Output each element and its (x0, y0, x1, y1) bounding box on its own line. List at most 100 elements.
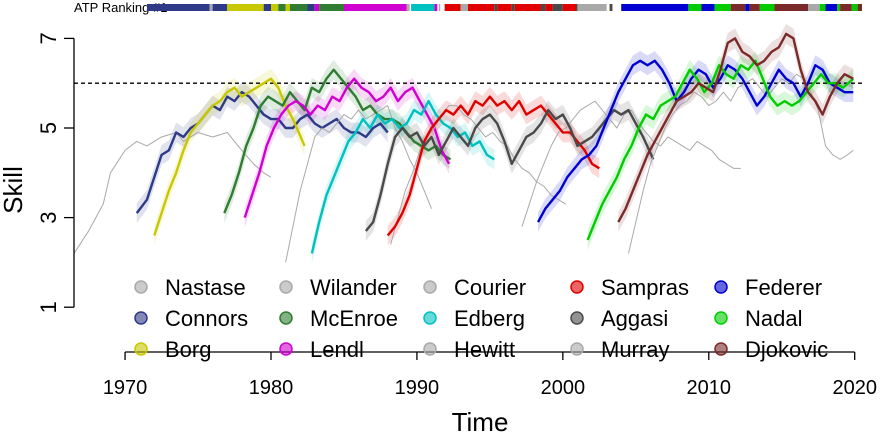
ranking-segment (319, 4, 344, 11)
ranking-segment (730, 4, 746, 11)
legend-marker-nadal (714, 311, 728, 325)
ranking-segment (278, 4, 286, 11)
series-line-edberg (310, 99, 495, 254)
y-tick-label: 1 (36, 301, 61, 313)
ranking-segment (621, 4, 689, 11)
legend-marker-hewitt (423, 342, 437, 356)
ranking-segment (609, 4, 613, 11)
band-borg (154, 68, 305, 246)
legend-label-nadal: Nadal (745, 306, 802, 331)
ranking-segment (774, 4, 809, 11)
legend-marker-aggasi (570, 311, 584, 325)
band-nadal (587, 50, 854, 250)
legend-marker-borg (134, 342, 148, 356)
ranking-segment (494, 4, 498, 11)
y-tick-label: 7 (36, 32, 61, 44)
ranking-segment (749, 4, 760, 11)
series-line-connors (135, 90, 389, 214)
ranking-segment (514, 4, 541, 11)
ranking-bar (146, 4, 862, 11)
band-sampras (387, 86, 600, 246)
ranking-segment (406, 4, 410, 11)
legend-label-djokovic: Djokovic (745, 337, 828, 362)
ranking-segment (825, 4, 838, 11)
legend-label-courier: Courier (454, 275, 526, 300)
ranking-segment (511, 4, 515, 11)
ranking-segment (212, 4, 228, 11)
ranking-segment (497, 4, 512, 11)
ranking-segment (227, 4, 264, 11)
series-line-murray (628, 73, 854, 254)
ranking-segment (289, 4, 308, 11)
ranking-segment (540, 4, 546, 11)
legend-label-lendl: Lendl (310, 337, 364, 362)
y-tick-label: 3 (36, 211, 61, 223)
x-axis-title: Time (452, 407, 509, 435)
series-line-djokovic (617, 32, 854, 223)
ranking-segment (714, 4, 731, 11)
ranking-segment (444, 4, 461, 11)
ranking-segment (434, 4, 438, 11)
ranking-segment (575, 4, 578, 11)
legend-label-aggasi: Aggasi (601, 306, 668, 331)
legend-marker-edberg (423, 311, 437, 325)
legend-marker-nastase (134, 280, 148, 294)
ranking-segment (837, 4, 841, 11)
ranking-segment (552, 4, 563, 11)
ranking-segment (819, 4, 826, 11)
ranking-segment (701, 4, 715, 11)
y-axis-title: Skill (0, 166, 28, 214)
series-line-wilander (285, 105, 432, 263)
ranking-segment (759, 4, 775, 11)
ranking-segment (545, 4, 553, 11)
ranking-bar-label: ATP Ranking #1 (74, 0, 167, 15)
ranking-segment (307, 4, 315, 11)
legend-marker-sampras (570, 280, 584, 294)
ranking-segment (808, 4, 820, 11)
ranking-segment (460, 4, 468, 11)
x-tick-label: 2020 (832, 377, 877, 399)
legend-label-hewitt: Hewitt (454, 337, 515, 362)
axes: 1 3 5 7 1970 1980 1990 2000 2010 2020 (36, 32, 877, 399)
series-line-hewitt (521, 100, 741, 227)
legend-marker-federer (714, 280, 728, 294)
confidence-bands (136, 24, 854, 264)
x-tick-label: 2010 (687, 377, 732, 399)
ranking-segment (745, 4, 750, 11)
series-line-aggasi (364, 108, 655, 232)
series-line-lendl (243, 77, 451, 218)
ranking-segment (209, 4, 213, 11)
x-tick-label: 1990 (395, 377, 440, 399)
legend-label-edberg: Edberg (454, 306, 525, 331)
legend-marker-murray (570, 342, 584, 356)
ranking-segment (343, 4, 407, 11)
legend-marker-djokovic (714, 342, 728, 356)
ranking-segment (271, 4, 279, 11)
ranking-segment (688, 4, 702, 11)
x-tick-label: 1970 (103, 377, 148, 399)
legend-label-sampras: Sampras (601, 275, 689, 300)
legend: Nastase Connors Borg Wilander McEnroe Lendl Co… (134, 275, 828, 362)
legend-label-nastase: Nastase (165, 275, 246, 300)
ranking-segment (263, 4, 271, 11)
band-lendl (244, 68, 450, 228)
ranking-segment (851, 4, 858, 11)
band-connors (136, 82, 388, 223)
ranking-segment (146, 4, 210, 11)
ranking-segment (438, 4, 441, 11)
legend-label-federer: Federer (745, 275, 822, 300)
band-mcenroe (224, 59, 451, 223)
legend-label-murray: Murray (601, 337, 669, 362)
x-tick-label: 2000 (541, 377, 586, 399)
x-tick-label: 1980 (249, 377, 294, 399)
ranking-segment (285, 4, 290, 11)
y-tick-label: 5 (36, 122, 61, 134)
ranking-segment (562, 4, 576, 11)
legend-marker-lendl (279, 342, 293, 356)
ranking-segment (577, 4, 607, 11)
legend-marker-courier (423, 280, 437, 294)
series-line-nadal (586, 59, 855, 241)
ranking-segment (840, 4, 852, 11)
series-lines (73, 32, 855, 263)
